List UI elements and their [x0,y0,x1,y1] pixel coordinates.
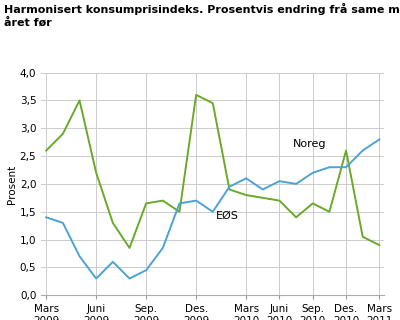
Text: EØS: EØS [216,211,239,221]
Text: Harmonisert konsumprisindeks. Prosentvis endring frå same månad
året før: Harmonisert konsumprisindeks. Prosentvis… [4,3,400,28]
Y-axis label: Prosent: Prosent [7,164,17,204]
Text: Noreg: Noreg [293,139,326,149]
